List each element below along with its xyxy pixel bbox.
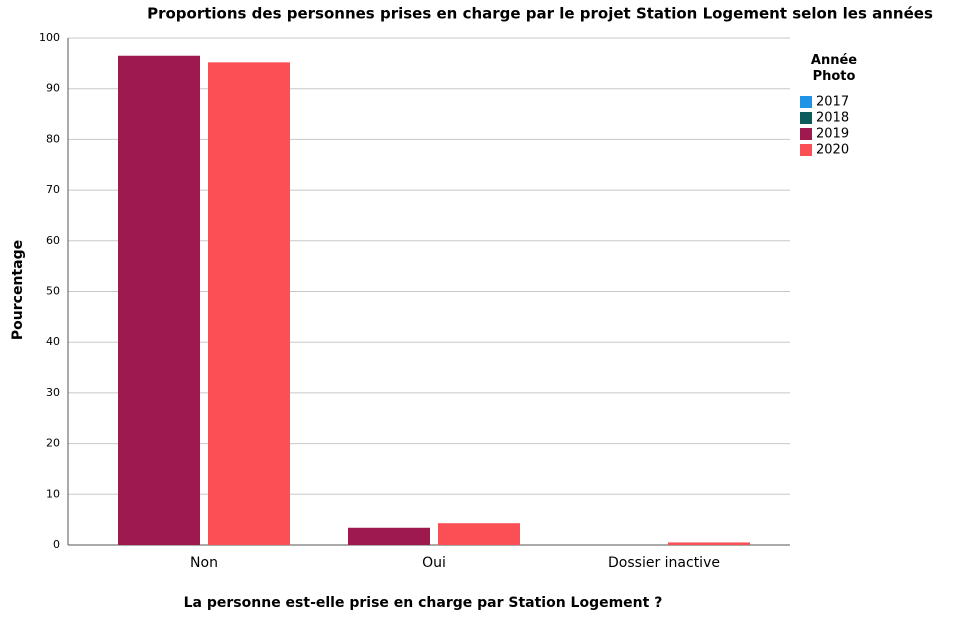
y-tick-label: 90 bbox=[46, 82, 60, 95]
bar bbox=[668, 542, 750, 545]
y-tick-label: 40 bbox=[46, 335, 60, 348]
y-tick-label: 70 bbox=[46, 183, 60, 196]
legend-swatch bbox=[800, 96, 812, 108]
x-tick-label: Dossier inactive bbox=[608, 555, 720, 571]
x-tick-label: Non bbox=[190, 555, 218, 571]
bar bbox=[208, 62, 290, 545]
x-axis-title: La personne est-elle prise en charge par… bbox=[184, 595, 663, 611]
y-tick-label: 30 bbox=[46, 386, 60, 399]
x-tick-label: Oui bbox=[422, 555, 446, 571]
legend-label: 2020 bbox=[816, 143, 849, 158]
bar bbox=[348, 527, 430, 545]
legend-label: 2019 bbox=[816, 127, 849, 142]
chart-title: Proportions des personnes prises en char… bbox=[147, 5, 933, 23]
y-tick-label: 50 bbox=[46, 285, 60, 298]
legend-label: 2018 bbox=[816, 111, 849, 126]
legend-label: 2017 bbox=[816, 95, 849, 110]
y-tick-label: 20 bbox=[46, 437, 60, 450]
y-tick-label: 100 bbox=[39, 31, 60, 44]
legend-swatch bbox=[800, 128, 812, 140]
y-axis-title: Pourcentage bbox=[10, 240, 26, 340]
legend-swatch bbox=[800, 112, 812, 124]
bar bbox=[118, 55, 200, 546]
y-tick-label: 10 bbox=[46, 487, 60, 500]
y-tick-label: 80 bbox=[46, 132, 60, 145]
y-tick-label: 60 bbox=[46, 234, 60, 247]
legend-title: Année Photo bbox=[811, 53, 857, 84]
bar bbox=[438, 523, 520, 545]
legend-swatch bbox=[800, 144, 812, 156]
y-tick-label: 0 bbox=[53, 538, 60, 551]
